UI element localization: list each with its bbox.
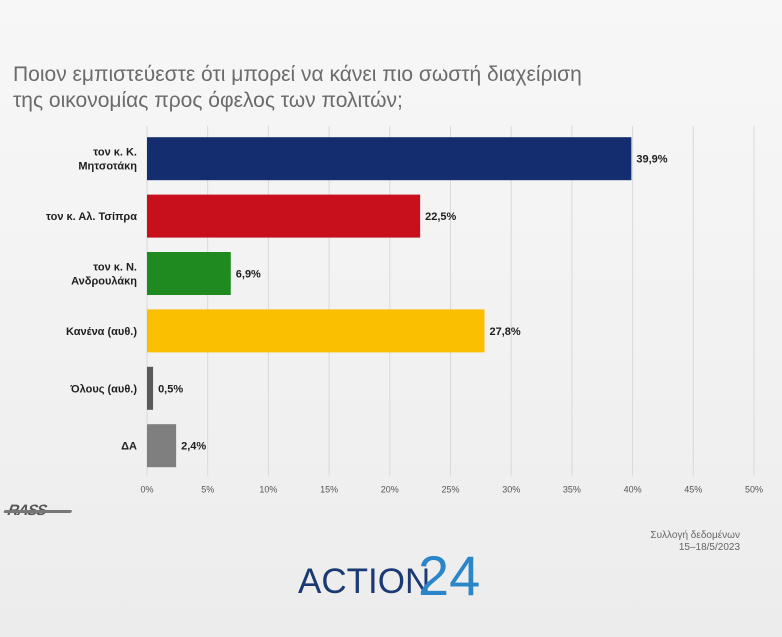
data-collection-note: Συλλογή δεδομένων 15–18/5/2023 bbox=[650, 530, 740, 554]
action24-logo-number: 24 bbox=[418, 544, 481, 607]
x-tick-label: 25% bbox=[441, 484, 459, 494]
category-label-line: Ανδρουλάκη bbox=[71, 276, 137, 288]
bar bbox=[147, 137, 632, 181]
action24-logo: ACTION 24 bbox=[298, 546, 498, 606]
data-collection-dates: 15–18/5/2023 bbox=[678, 542, 740, 553]
bar bbox=[147, 424, 177, 468]
chart-ticks: 0% 5% 10% 15% 20% 25% 30% 35% 40% 45% 50% bbox=[140, 484, 763, 494]
x-tick-label: 50% bbox=[745, 484, 763, 494]
chart-title-line-1: Ποιον εμπιστεύεστε ότι μπορεί να κάνει π… bbox=[13, 63, 582, 86]
chart-title: Ποιον εμπιστεύεστε ότι μπορεί να κάνει π… bbox=[13, 62, 653, 114]
chart-bars bbox=[147, 137, 632, 468]
rass-logo: RASS bbox=[3, 502, 73, 519]
action24-logo-word: ACTION bbox=[298, 562, 431, 601]
x-tick-label: 10% bbox=[259, 484, 277, 494]
x-tick-label: 15% bbox=[320, 484, 338, 494]
category-label: τον κ. Κ. Μητσοτάκη bbox=[78, 147, 137, 173]
data-label: 0,5% bbox=[158, 383, 183, 395]
category-label-line: Μητσοτάκη bbox=[78, 161, 137, 173]
category-label: Όλους (αυθ.) bbox=[70, 383, 138, 395]
category-label-line: τον κ. Ν. bbox=[93, 262, 137, 274]
category-label: τον κ. Ν. Ανδρουλάκη bbox=[71, 262, 137, 288]
category-label: τον κ. Αλ. Τσίπρα bbox=[46, 211, 137, 223]
data-label: 27,8% bbox=[489, 326, 520, 338]
chart-grid bbox=[146, 126, 755, 477]
category-label-line: Κανένα (αυθ.) bbox=[66, 326, 137, 338]
x-tick-label: 35% bbox=[563, 484, 581, 494]
x-tick-label: 20% bbox=[381, 484, 399, 494]
data-label: 22,5% bbox=[425, 211, 456, 223]
data-label: 2,4% bbox=[181, 441, 206, 453]
x-tick-label: 45% bbox=[684, 484, 702, 494]
data-label: 6,9% bbox=[236, 269, 261, 281]
data-collection-label: Συλλογή δεδομένων bbox=[650, 530, 740, 541]
category-label-line: Όλους (αυθ.) bbox=[70, 383, 138, 395]
category-label: Κανένα (αυθ.) bbox=[66, 326, 137, 338]
x-tick-label: 40% bbox=[624, 484, 642, 494]
category-label-line: ΔΑ bbox=[121, 441, 137, 453]
x-tick-label: 30% bbox=[502, 484, 520, 494]
data-label: 39,9% bbox=[636, 154, 667, 166]
category-label-line: τον κ. Αλ. Τσίπρα bbox=[46, 211, 137, 223]
bar-chart: 39,9% τον κ. Κ. Μητσοτάκη 22,5% τον κ. Αλ. Τ… bbox=[46, 126, 763, 494]
rass-logo-swoosh bbox=[3, 510, 73, 513]
chart-title-line-2: της οικονομίας προς όφελος των πολιτών; bbox=[13, 89, 403, 112]
category-label-line: τον κ. Κ. bbox=[93, 147, 137, 159]
bar bbox=[147, 309, 485, 353]
bar bbox=[147, 252, 231, 295]
category-label: ΔΑ bbox=[121, 441, 137, 453]
chart-labels: 39,9% τον κ. Κ. Μητσοτάκη 22,5% τον κ. Αλ. Τ… bbox=[46, 147, 668, 453]
x-tick-label: 5% bbox=[201, 484, 214, 494]
bar bbox=[147, 366, 154, 410]
bar bbox=[147, 194, 421, 238]
x-tick-label: 0% bbox=[140, 484, 153, 494]
